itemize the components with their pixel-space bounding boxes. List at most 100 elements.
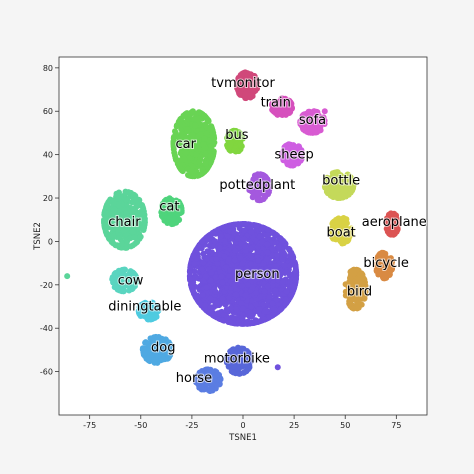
data-point xyxy=(279,279,286,286)
data-point xyxy=(248,229,255,236)
data-point xyxy=(110,233,117,239)
data-point xyxy=(199,238,206,245)
data-point xyxy=(249,194,256,200)
data-point xyxy=(110,197,117,204)
data-point xyxy=(343,220,350,227)
data-point xyxy=(238,300,245,307)
data-point xyxy=(355,300,362,307)
data-point xyxy=(200,277,207,284)
data-point xyxy=(283,299,290,306)
data-point xyxy=(283,288,290,295)
data-point xyxy=(167,196,174,203)
data-point xyxy=(330,190,337,197)
data-point xyxy=(269,245,276,252)
x-tick-label: 50 xyxy=(340,421,350,430)
data-point xyxy=(157,357,164,364)
data-point xyxy=(205,117,212,124)
data-point xyxy=(242,91,249,98)
data-point xyxy=(247,261,254,268)
data-point xyxy=(248,313,255,320)
data-point xyxy=(252,277,259,284)
data-point xyxy=(129,228,136,235)
data-point xyxy=(210,229,217,236)
data-point xyxy=(334,226,341,233)
data-point xyxy=(122,190,129,197)
data-point xyxy=(355,276,362,283)
data-point xyxy=(252,179,259,186)
cluster-points-car xyxy=(170,108,218,180)
data-point xyxy=(259,271,266,278)
data-point xyxy=(159,200,166,207)
data-point xyxy=(203,255,210,262)
data-point xyxy=(257,171,264,178)
data-point xyxy=(219,260,226,267)
data-point xyxy=(175,217,182,224)
data-point xyxy=(147,343,154,349)
data-point xyxy=(210,141,217,148)
data-point xyxy=(209,243,216,249)
data-point xyxy=(131,220,138,227)
data-point xyxy=(247,252,254,259)
data-point xyxy=(260,224,266,231)
data-point xyxy=(256,306,263,313)
data-point xyxy=(254,319,261,325)
data-point xyxy=(259,238,266,245)
data-point xyxy=(330,174,337,181)
data-point xyxy=(237,255,244,261)
y-tick-label: -60 xyxy=(40,368,53,377)
data-point xyxy=(135,201,142,208)
data-point xyxy=(381,270,387,277)
data-point xyxy=(190,288,197,295)
data-point xyxy=(129,212,135,219)
data-point xyxy=(241,236,248,243)
data-point xyxy=(259,266,266,273)
data-point xyxy=(292,276,299,283)
data-point xyxy=(130,191,137,198)
data-point xyxy=(286,145,293,152)
data-point xyxy=(111,221,118,228)
data-point xyxy=(300,114,307,121)
data-point xyxy=(107,215,114,222)
x-tick-label: 25 xyxy=(289,421,299,430)
data-point xyxy=(243,320,250,327)
data-point xyxy=(105,233,112,240)
data-point xyxy=(381,254,387,261)
data-point xyxy=(244,72,251,79)
cluster-points-cow xyxy=(109,266,140,295)
data-point xyxy=(384,215,391,222)
data-point xyxy=(288,250,295,257)
data-point xyxy=(350,287,357,294)
outlier-point xyxy=(274,364,281,371)
data-point xyxy=(337,176,344,183)
data-point xyxy=(224,314,231,321)
cluster-label-motorbike: motorbike xyxy=(204,352,270,367)
data-point xyxy=(269,282,276,289)
data-point xyxy=(225,256,232,263)
data-point xyxy=(286,110,293,116)
cluster-label-car: car xyxy=(176,137,197,152)
data-point xyxy=(234,235,241,242)
data-point xyxy=(144,309,151,315)
data-point xyxy=(189,132,196,138)
data-point xyxy=(232,247,239,254)
outlier-point xyxy=(64,273,71,280)
data-point xyxy=(193,294,200,301)
data-point xyxy=(191,260,198,267)
scatter-points xyxy=(64,69,402,394)
data-point xyxy=(308,125,315,132)
data-point xyxy=(171,149,178,156)
data-point xyxy=(252,266,258,272)
data-point xyxy=(194,172,201,179)
x-axis-label: TSNE1 xyxy=(228,433,257,443)
data-point xyxy=(272,271,279,278)
data-point xyxy=(173,157,180,163)
data-point xyxy=(231,282,238,289)
data-point xyxy=(161,349,168,356)
data-point xyxy=(139,211,146,218)
data-point xyxy=(120,227,127,234)
data-point xyxy=(208,269,215,276)
data-point xyxy=(142,349,149,356)
data-point xyxy=(181,156,188,162)
